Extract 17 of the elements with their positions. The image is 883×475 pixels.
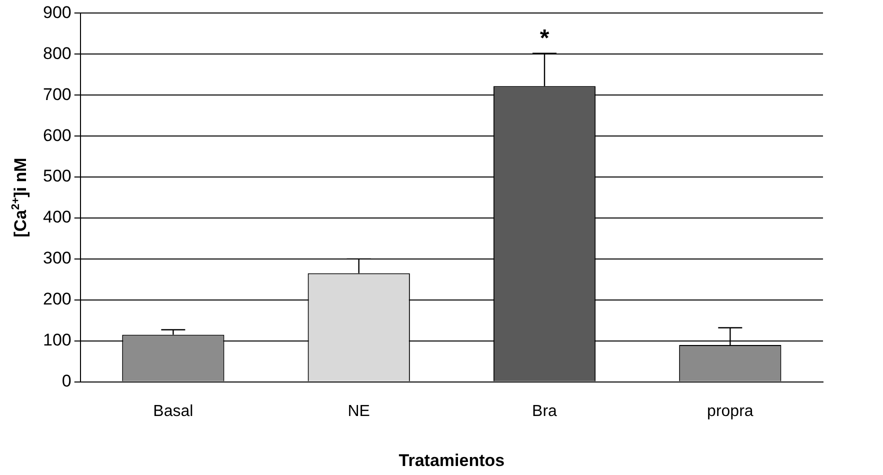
y-tick-label: 500	[42, 166, 72, 186]
y-tick-label: 300	[42, 248, 72, 268]
y-tick-label: 800	[42, 44, 72, 63]
x-axis-title: Tratamientos	[398, 451, 505, 470]
y-tick-label: 100	[42, 330, 72, 350]
x-tick-label: Basal	[153, 402, 194, 420]
x-tick-label: Bra	[532, 402, 558, 420]
y-tick-label: 900	[42, 2, 72, 22]
annotation: *	[540, 24, 550, 52]
x-tick-label: propra	[707, 402, 754, 420]
y-tick-label: 200	[42, 290, 72, 309]
y-axis-title: [Ca2+]i nM	[10, 158, 30, 238]
y-tick-label: 700	[42, 84, 72, 104]
x-tick-label: NE	[348, 402, 370, 420]
y-tick-label: 0	[62, 371, 72, 390]
y-tick-label: 600	[42, 126, 72, 145]
y-tick-label: 400	[42, 208, 72, 227]
